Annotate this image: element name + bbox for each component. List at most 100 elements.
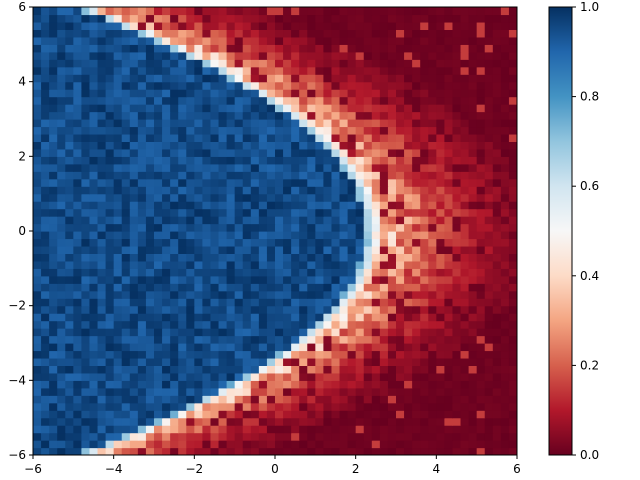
- heatmap-cell: [275, 245, 284, 254]
- heatmap-cell: [186, 328, 195, 337]
- heatmap-cell: [508, 186, 517, 195]
- heatmap-cell: [363, 440, 373, 449]
- heatmap-cell: [484, 216, 494, 225]
- heatmap-cell: [476, 260, 486, 269]
- heatmap-cell: [65, 328, 74, 337]
- heatmap-cell: [452, 208, 462, 217]
- heatmap-cell: [508, 298, 517, 307]
- heatmap-cell: [194, 193, 203, 202]
- heatmap-cell: [339, 343, 349, 352]
- heatmap-cell: [387, 171, 397, 180]
- heatmap-cell: [258, 313, 268, 322]
- heatmap-cell: [275, 268, 284, 277]
- heatmap-cell: [57, 290, 66, 299]
- heatmap-cell: [89, 29, 99, 38]
- heatmap-cell: [500, 81, 510, 90]
- heatmap-cell: [194, 425, 203, 434]
- heatmap-cell: [500, 21, 510, 30]
- heatmap-cell: [428, 89, 437, 98]
- heatmap-cell: [484, 313, 494, 322]
- heatmap-cell: [452, 81, 462, 90]
- heatmap-cell: [226, 335, 236, 344]
- heatmap-cell: [105, 81, 115, 90]
- heatmap-cell: [404, 14, 413, 23]
- heatmap-cell: [452, 328, 462, 337]
- heatmap-cell: [186, 268, 195, 277]
- heatmap-cell: [428, 74, 437, 83]
- heatmap-cell: [468, 350, 478, 359]
- heatmap-cell: [291, 320, 300, 329]
- heatmap-cell: [250, 387, 260, 396]
- heatmap-cell: [97, 260, 107, 269]
- heatmap-cell: [73, 387, 82, 396]
- heatmap-cell: [315, 44, 324, 53]
- heatmap-cell: [137, 111, 147, 120]
- heatmap-cell: [41, 59, 50, 68]
- heatmap-cell: [484, 305, 494, 314]
- heatmap-cell: [33, 59, 42, 68]
- heatmap-cell: [266, 7, 276, 16]
- heatmap-cell: [266, 208, 276, 217]
- heatmap-cell: [266, 51, 276, 60]
- heatmap-cell: [476, 328, 486, 337]
- heatmap-cell: [170, 313, 179, 322]
- heatmap-cell: [484, 365, 494, 374]
- heatmap-cell: [339, 208, 349, 217]
- heatmap-cell: [154, 36, 163, 45]
- heatmap-cell: [154, 216, 163, 225]
- heatmap-cell: [379, 425, 389, 434]
- heatmap-cell: [105, 171, 115, 180]
- heatmap-cell: [105, 238, 115, 247]
- heatmap-cell: [355, 335, 365, 344]
- heatmap-cell: [404, 395, 413, 404]
- heatmap-cell: [355, 216, 365, 225]
- heatmap-cell: [492, 74, 502, 83]
- heatmap-cell: [242, 66, 252, 75]
- heatmap-cell: [178, 298, 187, 307]
- heatmap-cell: [299, 208, 308, 217]
- heatmap-cell: [275, 96, 284, 105]
- heatmap-cell: [89, 290, 99, 299]
- heatmap-cell: [89, 186, 99, 195]
- heatmap-cell: [162, 380, 171, 389]
- heatmap-cell: [355, 260, 365, 269]
- heatmap-cell: [387, 402, 397, 411]
- heatmap-cell: [81, 350, 91, 359]
- heatmap-cell: [396, 305, 405, 314]
- heatmap-cell: [387, 223, 397, 232]
- heatmap-cell: [41, 163, 50, 172]
- colorbar: [548, 6, 573, 456]
- heatmap-cell: [379, 111, 389, 120]
- heatmap-cell: [202, 178, 212, 187]
- heatmap-cell: [363, 335, 373, 344]
- heatmap-cell: [194, 268, 203, 277]
- heatmap-cell: [460, 29, 470, 38]
- heatmap-cell: [307, 440, 316, 449]
- heatmap-cell: [170, 350, 179, 359]
- heatmap-cell: [65, 29, 74, 38]
- heatmap-cell: [113, 29, 123, 38]
- heatmap-cell: [315, 387, 324, 396]
- heatmap-cell: [339, 283, 349, 292]
- heatmap-cell: [347, 320, 357, 329]
- heatmap-cell: [194, 89, 203, 98]
- heatmap-cell: [468, 298, 478, 307]
- heatmap-cell: [460, 36, 470, 45]
- heatmap-cell: [436, 380, 445, 389]
- heatmap-cell: [412, 447, 421, 455]
- heatmap-cell: [49, 275, 58, 284]
- heatmap-cell: [460, 171, 470, 180]
- heatmap-cell: [299, 320, 308, 329]
- heatmap-cell: [331, 201, 341, 210]
- heatmap-cell: [307, 133, 316, 142]
- heatmap-cell: [307, 208, 316, 217]
- heatmap-cell: [283, 126, 292, 135]
- heatmap-cell: [323, 410, 333, 419]
- heatmap-cell: [283, 380, 292, 389]
- heatmap-cell: [113, 81, 123, 90]
- heatmap-cell: [436, 350, 445, 359]
- heatmap-cell: [355, 201, 365, 210]
- heatmap-cell: [105, 343, 115, 352]
- heatmap-cell: [49, 133, 58, 142]
- heatmap-cell: [291, 343, 300, 352]
